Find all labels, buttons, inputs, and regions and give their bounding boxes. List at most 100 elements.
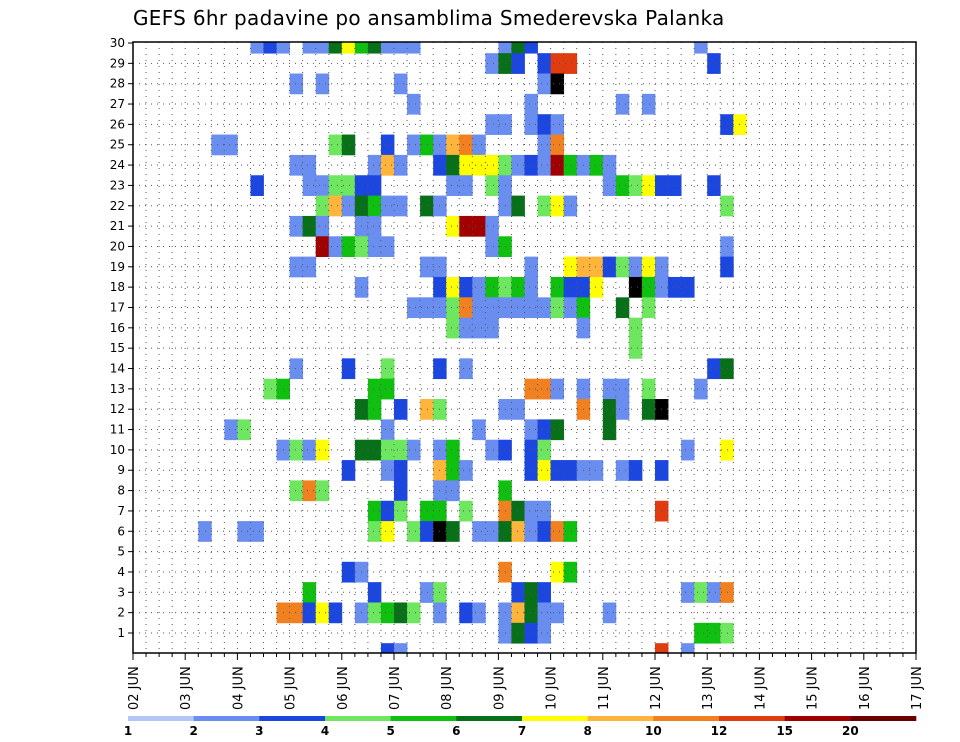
heatmap-cell [681,276,695,298]
heatmap-cell [367,215,382,237]
heatmap-cell [328,42,343,54]
heatmap-cell [420,134,434,156]
x-tick-label: 02 JUN [127,666,142,710]
heatmap-cell [367,521,382,542]
heatmap-cell [511,500,525,522]
heatmap-cell [472,215,486,237]
heatmap-cell [250,175,264,196]
heatmap-cell [472,154,486,176]
heatmap-cell [367,582,382,603]
heatmap-cell [472,134,486,156]
heatmap-cell [537,622,551,644]
heatmap-cell [524,276,538,298]
heatmap-cell [641,93,656,115]
heatmap-cell [550,195,565,217]
heatmap-cell [485,236,499,258]
x-tick-label: 08 JUN [440,666,455,710]
heatmap-cell [589,256,604,278]
heatmap-cell [354,42,369,54]
heatmap-cell [550,297,565,319]
y-tick-label: 16 [110,321,125,335]
heatmap-cell [681,439,695,461]
heatmap-cell [602,175,617,196]
heatmap-cell [472,521,486,542]
legend-swatch [259,716,326,721]
heatmap-cell [550,378,565,400]
heatmap-cell [733,114,747,135]
legend-swatch [128,716,194,721]
heatmap-cell [459,358,473,380]
heatmap-cell [550,602,565,624]
heatmap-cell [394,195,408,217]
heatmap-cell [420,256,434,278]
heatmap-cell [511,154,525,176]
heatmap-cell [341,561,356,583]
heatmap-cell [420,399,434,420]
y-tick-label: 12 [110,402,125,416]
heatmap-cell [511,276,525,298]
heatmap-cell [602,378,617,400]
x-tick-label: 03 JUN [179,666,194,710]
heatmap-cell [407,297,421,319]
heatmap-cell [380,521,395,542]
heatmap-cell [550,561,565,583]
heatmap-cell [394,460,408,481]
heatmap-cell [289,215,304,237]
heatmap-cell [472,317,486,339]
heatmap-cell [367,175,382,196]
heatmap-cell [524,93,538,115]
x-tick-label: 04 JUN [231,666,246,710]
y-tick-label: 28 [110,77,125,91]
heatmap-cell [707,582,721,603]
heatmap-cell [328,175,343,196]
heatmap-cell [446,215,460,237]
heatmap-cell [446,439,460,461]
heatmap-cell [615,175,630,196]
heatmap-cell [668,276,682,298]
heatmap-cell [524,460,538,481]
heatmap-cell [341,175,356,196]
heatmap-cell [446,154,460,176]
heatmap-cell [563,521,578,542]
heatmap-cell [367,154,382,176]
heatmap-cell [485,276,499,298]
heatmap-cell [420,297,434,319]
heatmap-cell [511,53,525,74]
heatmap-cell [628,256,643,278]
heatmap-cell [537,500,551,522]
y-tick-label: 1 [117,626,125,640]
heatmap-cell [485,154,499,176]
heatmap-cell [550,134,565,156]
legend-swatch [456,716,523,721]
x-tick-label: 11 JUN [597,666,612,710]
y-tick-label: 24 [110,158,125,172]
heatmap-cell [446,134,460,156]
heatmap-cell [694,582,708,603]
heatmap-cell [537,297,551,319]
heatmap-cell [367,42,382,54]
heatmap-cell [615,378,630,400]
legend-swatch [193,716,260,721]
heatmap-cell [315,236,330,258]
heatmap-cell [407,134,421,156]
heatmap-cell [380,500,395,522]
heatmap-cell [485,215,499,237]
heatmap-cell [380,195,395,217]
heatmap-cell [315,480,330,502]
heatmap-cell [315,175,330,196]
heatmap-cell [394,602,408,624]
heatmap-cell [628,338,643,359]
heatmap-cell [472,276,486,298]
heatmap-cell [550,460,565,481]
heatmap-cell [602,419,617,441]
y-tick-label: 19 [110,260,125,274]
legend-label: 5 [386,724,394,738]
heatmap-cell [720,582,734,603]
heatmap-cells [198,42,747,654]
x-tick-label: 12 JUN [649,666,664,710]
y-tick-label: 5 [117,545,125,559]
y-tick-label: 23 [110,178,125,192]
x-tick-label: 17 JUN [910,666,925,710]
heatmap-cell [302,439,317,461]
